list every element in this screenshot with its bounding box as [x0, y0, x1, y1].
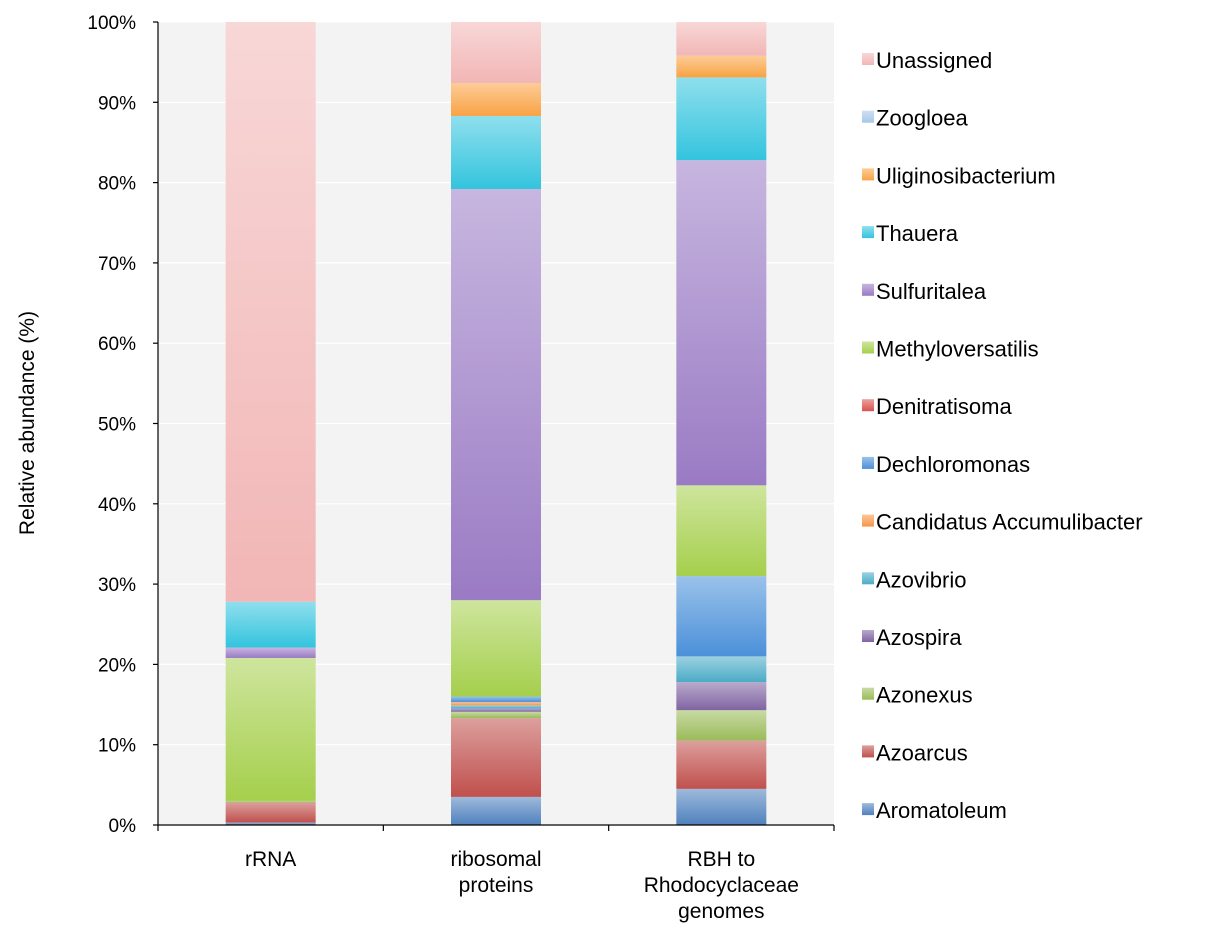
legend-label: Methyloversatilis — [876, 337, 1039, 362]
legend-swatch — [862, 341, 874, 354]
y-ticks: 0% 10% 20% 30% 40% 50% 60% 70% 80% 90% 100% — [87, 13, 158, 837]
bar-segment — [451, 696, 541, 703]
bar-segment — [225, 601, 316, 648]
bar-segment — [676, 160, 767, 486]
y-tick-label: 50% — [98, 415, 136, 436]
y-tick-label: 60% — [98, 334, 136, 355]
category-label-line: RBH to — [687, 848, 755, 871]
bar-segment — [451, 718, 541, 797]
bar-segment — [676, 656, 767, 683]
legend-swatch — [862, 687, 874, 700]
legend-label: Denitratisoma — [876, 394, 1012, 419]
category-label-line: ribosomal — [450, 848, 541, 871]
bar-segment — [676, 682, 767, 711]
legend-swatch — [862, 572, 874, 585]
y-tick-label: 100% — [87, 13, 136, 34]
category-label-line: genomes — [678, 900, 764, 923]
y-tick-label: 0% — [109, 816, 137, 837]
legend-label: Uliginosibacterium — [876, 163, 1056, 188]
y-tick-label: 10% — [98, 736, 136, 757]
y-tick-label: 90% — [98, 93, 136, 114]
y-tick-label: 70% — [98, 254, 136, 275]
bar-segment — [451, 189, 541, 601]
legend-label: Zoogloea — [876, 106, 969, 131]
legend-swatch — [862, 399, 874, 412]
legend-label: Unassigned — [876, 48, 992, 73]
legend: Unassigned Zoogloea Uliginosibacterium Thau… — [862, 48, 1143, 823]
y-tick-label: 20% — [98, 655, 136, 676]
y-tick-label: 30% — [98, 575, 136, 596]
legend-label: Thauera — [876, 221, 959, 246]
legend-label: Sulfuritalea — [876, 279, 987, 304]
bar-segment — [676, 22, 767, 56]
y-axis-title: Relative abundance (%) — [16, 311, 39, 535]
bar-segment — [676, 77, 767, 161]
category-labels: rRNA ribosomal proteins RBH to Rhodocyclacea… — [245, 848, 799, 923]
bars — [225, 22, 767, 825]
bar-segment — [676, 710, 767, 741]
bar-segment — [451, 22, 541, 84]
legend-label: Dechloromonas — [876, 452, 1030, 477]
bar-segment — [451, 600, 541, 697]
legend-label: Azonexus — [876, 683, 973, 708]
legend-label: Azospira — [876, 625, 962, 650]
bar-segment — [225, 822, 316, 825]
legend-swatch — [862, 283, 874, 296]
bar-segment — [676, 55, 767, 78]
legend-swatch — [862, 514, 874, 527]
legend-swatch — [862, 168, 874, 181]
y-tick-label: 40% — [98, 495, 136, 516]
legend-label: Azovibrio — [876, 567, 966, 592]
x-ticks — [157, 825, 835, 831]
legend-swatch — [862, 745, 874, 758]
bar-segment — [451, 83, 541, 116]
legend-swatch — [862, 803, 874, 816]
bar-segment — [225, 647, 316, 658]
bar-segment — [225, 802, 316, 823]
bar-segment — [451, 708, 541, 712]
legend-swatch — [862, 110, 874, 123]
legend-swatch — [862, 226, 874, 239]
bar-segment — [225, 800, 316, 803]
legend-label: Candidatus Accumulibacter — [876, 510, 1143, 535]
category-label: ribosomal proteins — [450, 848, 541, 897]
bar-segment — [676, 576, 767, 657]
bar-segment — [225, 22, 316, 602]
bar-segment — [451, 796, 541, 825]
bar-segment — [676, 485, 767, 577]
legend-swatch — [862, 630, 874, 642]
bar-segment — [451, 711, 541, 719]
category-label: rRNA — [245, 848, 296, 871]
bar-segment — [451, 705, 541, 709]
bar-segment — [225, 657, 316, 801]
bar-segment — [451, 115, 541, 190]
legend-swatch — [862, 456, 874, 469]
bar-segment — [451, 702, 541, 706]
legend-label: Azoarcus — [876, 740, 968, 765]
category-label: RBH to Rhodocyclaceae genomes — [644, 848, 799, 923]
category-label-line: Rhodocyclaceae — [644, 874, 799, 897]
legend-swatch — [862, 53, 874, 65]
legend-label: Aromatoleum — [876, 798, 1007, 823]
bar-segment — [676, 740, 767, 789]
category-label-line: proteins — [459, 874, 534, 897]
category-label-line: rRNA — [245, 848, 296, 871]
y-tick-label: 80% — [98, 174, 136, 195]
bar-segment — [676, 788, 767, 825]
